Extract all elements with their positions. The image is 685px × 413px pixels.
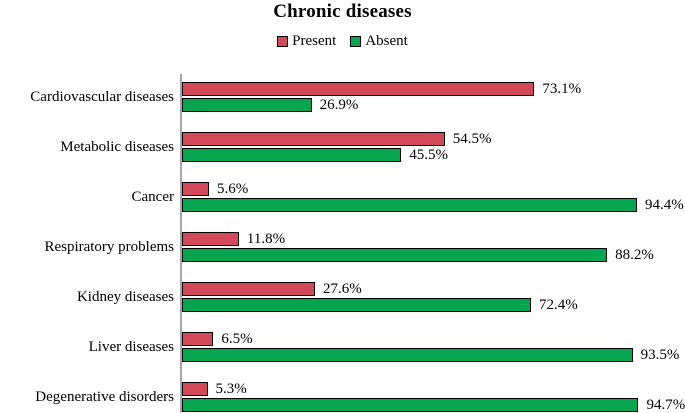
chart-row: Metabolic diseases 54.5% 45.5% [0, 131, 685, 163]
chart-row: Kidney diseases 27.6% 72.4% [0, 281, 685, 313]
legend-item-absent: Absent [350, 33, 408, 50]
value-label-present: 5.6% [216, 181, 249, 197]
value-label-absent: 94.7% [646, 397, 685, 413]
bar-absent [182, 348, 633, 362]
value-label-present: 27.6% [323, 281, 362, 297]
bar-absent [182, 98, 312, 112]
bar-present [182, 182, 209, 196]
value-label-absent: 88.2% [615, 247, 654, 263]
category-label: Respiratory problems [44, 239, 174, 255]
bar-present [182, 82, 535, 96]
value-label-absent: 26.9% [319, 97, 359, 113]
category-label: Cancer [131, 189, 174, 205]
category-label: Degenerative disorders [35, 389, 174, 405]
value-label-present: 6.5% [221, 331, 253, 347]
chart-row: Degenerative disorders 5.3% 94.7% [0, 381, 685, 413]
category-label: Metabolic diseases [60, 139, 174, 155]
y-axis-line [180, 74, 182, 413]
chart-row: Respiratory problems 11.8% 88.2% [0, 231, 685, 263]
bar-present [182, 332, 214, 346]
bar-absent [182, 248, 608, 262]
legend-label-absent: Absent [365, 33, 408, 49]
bar-present [182, 232, 239, 246]
category-label: Cardiovascular diseases [30, 89, 174, 105]
value-label-absent: 93.5% [640, 347, 680, 363]
bar-present [182, 282, 316, 296]
chart-row: Cardiovascular diseases 73.1% 26.9% [0, 81, 685, 113]
value-label-present: 73.1% [542, 81, 582, 97]
legend-label-present: Present [292, 33, 337, 49]
chart-row: Liver diseases 6.5% 93.5% [0, 331, 685, 363]
value-label-present: 5.3% [215, 381, 247, 397]
legend-swatch-present [277, 36, 289, 47]
bar-present [182, 132, 445, 146]
value-label-present: 11.8% [246, 231, 286, 247]
value-label-absent: 72.4% [538, 297, 578, 313]
legend-swatch-absent [350, 36, 362, 47]
bar-absent [182, 298, 531, 312]
bar-present [182, 382, 208, 396]
chart-title: Chronic diseases [273, 1, 412, 22]
value-label-absent: 45.5% [409, 147, 449, 163]
legend-item-present: Present [277, 33, 336, 50]
value-label-absent: 94.4% [645, 197, 684, 213]
value-label-present: 54.5% [452, 131, 492, 147]
chart-row: Cancer 5.6% 94.4% [0, 181, 685, 213]
plot-area: Cardiovascular diseases 73.1% 26.9% Metabol… [0, 82, 685, 413]
bar-absent [182, 398, 639, 412]
bar-absent [182, 148, 402, 162]
category-label: Liver diseases [88, 339, 174, 355]
bar-absent [182, 198, 637, 212]
legend: Present Absent [0, 33, 685, 50]
category-label: Kidney diseases [76, 289, 174, 305]
